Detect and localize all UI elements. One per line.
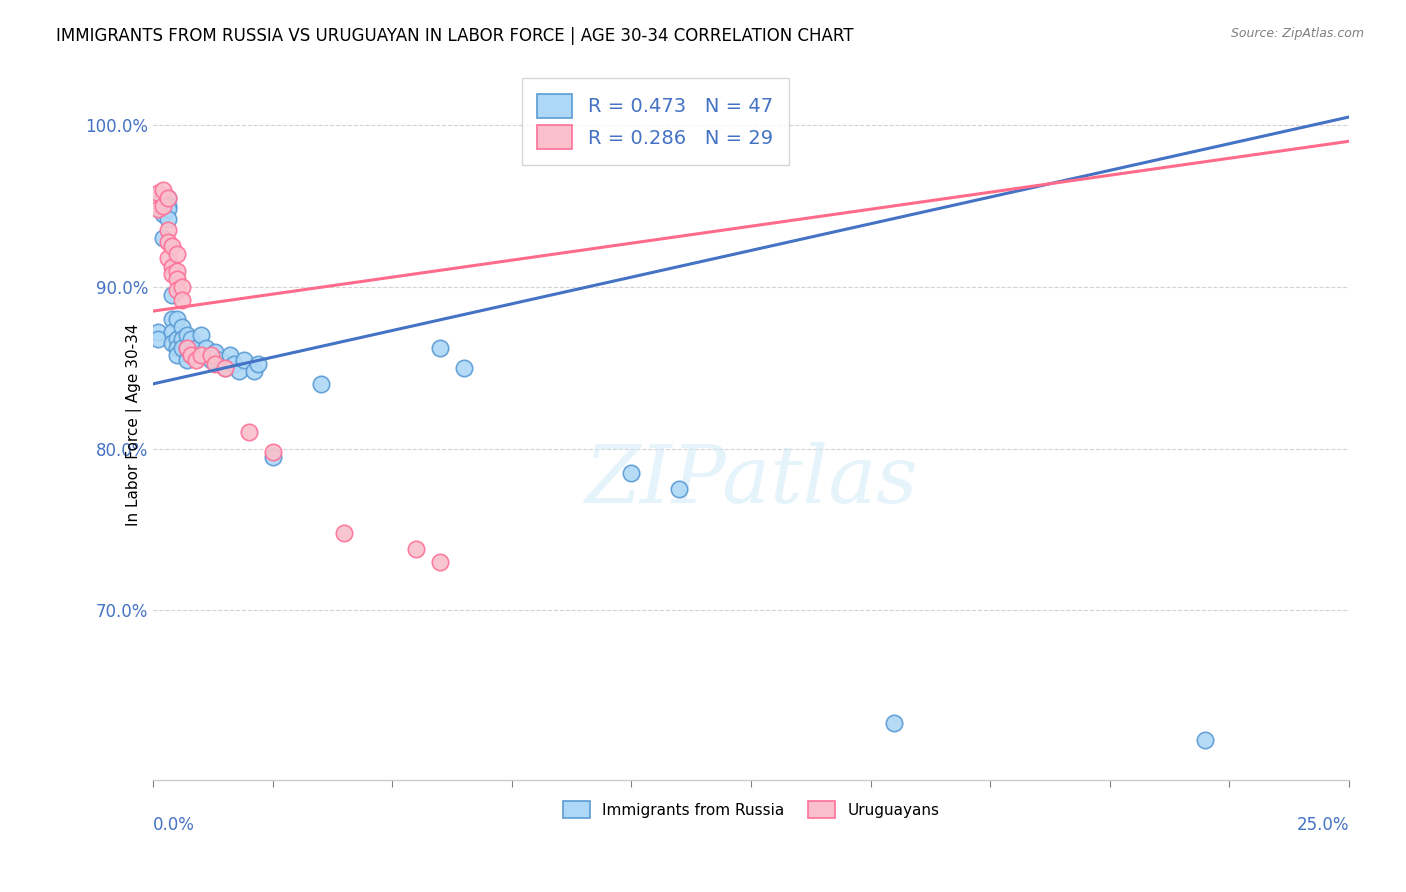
Point (405, 541, 427, 556)
Point (429, 341, 451, 355)
Point (166, 271, 188, 285)
Point (170, 341, 193, 355)
Point (180, 348, 202, 362)
Point (156, 202, 179, 217)
Point (620, 466, 643, 480)
Point (166, 348, 188, 362)
Text: Source: ZipAtlas.com: Source: ZipAtlas.com (1230, 27, 1364, 40)
Point (166, 341, 188, 355)
Point (146, 332, 169, 346)
Point (180, 348, 202, 362)
Point (668, 482, 690, 496)
Point (204, 344, 226, 359)
Point (883, 716, 905, 731)
Point (162, 336, 184, 351)
Point (146, 202, 169, 217)
Point (453, 360, 475, 375)
Point (190, 348, 212, 362)
Point (166, 283, 188, 297)
Point (194, 341, 217, 355)
Point (1194, 732, 1216, 747)
Point (218, 348, 240, 362)
Point (152, 207, 174, 221)
Point (170, 280, 193, 294)
Point (204, 358, 226, 372)
Point (200, 348, 222, 362)
Point (156, 211, 179, 226)
Point (190, 348, 212, 362)
Point (166, 332, 188, 346)
Point (162, 267, 184, 281)
Point (176, 341, 198, 355)
Text: IMMIGRANTS FROM RUSSIA VS URUGUAYAN IN LABOR FORCE | AGE 30-34 CORRELATION CHART: IMMIGRANTS FROM RUSSIA VS URUGUAYAN IN L… (56, 27, 853, 45)
Point (162, 239, 184, 253)
Point (156, 235, 179, 249)
Y-axis label: In Labor Force | Age 30-34: In Labor Force | Age 30-34 (127, 323, 142, 525)
Point (200, 352, 222, 367)
Point (247, 358, 270, 372)
Point (146, 186, 169, 200)
Point (186, 352, 208, 367)
Point (190, 328, 212, 343)
Point (152, 231, 174, 245)
Point (262, 444, 284, 458)
Point (228, 364, 250, 378)
Point (162, 312, 184, 326)
Point (429, 555, 451, 569)
Point (176, 341, 198, 355)
Point (156, 223, 179, 237)
Point (180, 332, 202, 346)
Text: ZIPatlas: ZIPatlas (585, 442, 918, 520)
Point (176, 352, 198, 367)
Text: 0.0%: 0.0% (153, 815, 195, 834)
Point (166, 263, 188, 277)
Point (262, 450, 284, 464)
Point (309, 376, 332, 391)
Point (162, 325, 184, 339)
Point (333, 525, 356, 540)
Point (170, 293, 193, 307)
Point (209, 352, 232, 367)
Point (214, 360, 236, 375)
Point (166, 247, 188, 261)
Legend: Immigrants from Russia, Uruguayans: Immigrants from Russia, Uruguayans (555, 794, 946, 826)
Point (152, 183, 174, 197)
Point (156, 251, 179, 265)
Point (152, 199, 174, 213)
Point (176, 328, 198, 343)
Point (233, 352, 256, 367)
Point (146, 325, 169, 339)
Point (162, 260, 184, 275)
Point (224, 358, 246, 372)
Point (242, 364, 264, 378)
Point (170, 320, 193, 334)
Point (186, 341, 208, 355)
Point (214, 360, 236, 375)
Point (238, 425, 260, 440)
Text: 25.0%: 25.0% (1296, 815, 1348, 834)
Point (156, 191, 179, 205)
Point (156, 199, 179, 213)
Point (156, 191, 179, 205)
Point (166, 312, 188, 326)
Point (152, 191, 174, 205)
Point (170, 332, 193, 346)
Point (162, 288, 184, 302)
